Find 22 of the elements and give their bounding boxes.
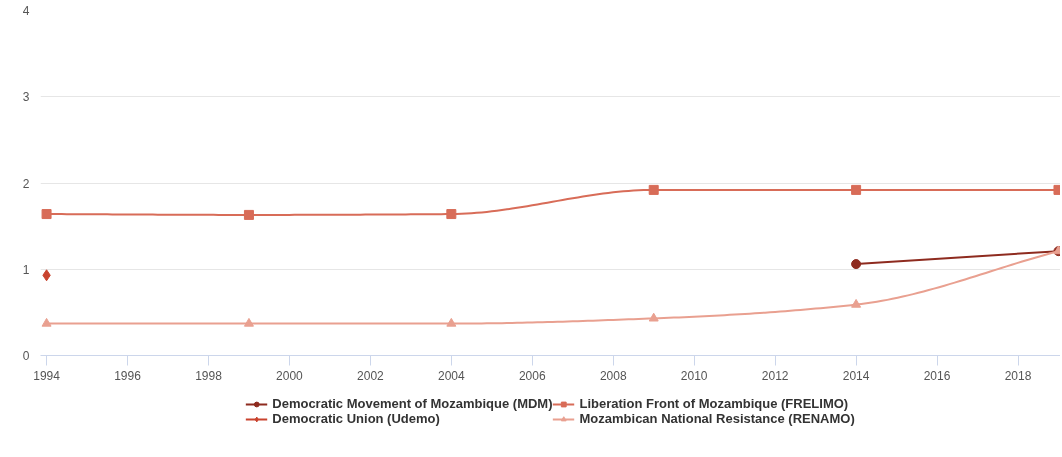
x-tick-label: 2004 — [437, 368, 466, 383]
y-tick-label: 0 — [22, 349, 30, 363]
y-tick-label: 1 — [22, 262, 30, 277]
y-tick-label: 4 — [22, 4, 30, 18]
x-tick-label: 2002 — [357, 368, 385, 383]
legend-label: Mozambican National Resistance (RENAMO) — [579, 411, 855, 426]
x-tick-label: 2016 — [923, 368, 951, 383]
legend-label: Democratic Movement of Mozambique (MDM) — [272, 396, 553, 411]
x-tick-label: 1998 — [195, 368, 223, 383]
x-tick-label: 2018 — [1004, 368, 1032, 383]
x-tick-label: 2000 — [276, 368, 304, 383]
x-tick-label: 2006 — [518, 368, 546, 383]
x-tick-label: 2014 — [842, 368, 870, 383]
x-tick-label: 2012 — [761, 368, 789, 383]
x-tick-label: 1996 — [114, 368, 142, 383]
y-tick-label: 3 — [22, 90, 30, 105]
x-tick-label: 2008 — [599, 368, 627, 383]
x-tick-label: 2010 — [680, 368, 708, 383]
legend-label: Democratic Union (Udemo) — [272, 411, 440, 426]
x-tick-label: 1994 — [33, 368, 61, 383]
legend-label: Liberation Front of Mozambique (FRELIMO) — [579, 396, 849, 411]
y-tick-label: 2 — [22, 176, 30, 191]
